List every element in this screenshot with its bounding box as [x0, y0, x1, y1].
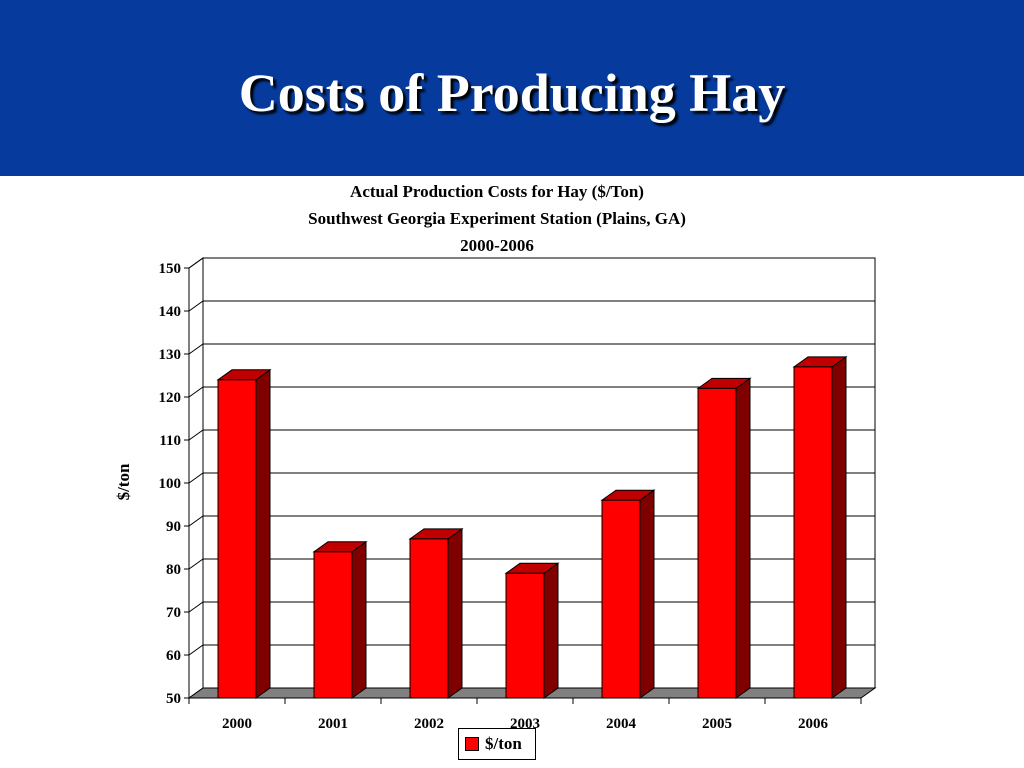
- legend-swatch: [465, 737, 479, 751]
- x-tick-label: 2002: [414, 716, 444, 732]
- y-tick-label: 90: [166, 519, 181, 535]
- chart-title-line: Actual Production Costs for Hay ($/Ton): [350, 182, 644, 201]
- slide-title: Costs of Producing Hay: [238, 63, 786, 123]
- bar-front: [697, 387, 737, 699]
- bar-side: [735, 377, 751, 699]
- gridline: [188, 343, 875, 355]
- bar: [216, 368, 272, 699]
- legend-label: $/ton: [485, 734, 522, 753]
- x-axis-ticks: 2000 2001 2002 2003 2004 2005 2006: [188, 697, 862, 732]
- x-tick-label: 2004: [606, 716, 637, 732]
- legend: $/ton: [458, 728, 536, 760]
- gridline: [188, 300, 875, 312]
- bar: [504, 562, 560, 699]
- bar-side: [255, 368, 271, 699]
- bar: [792, 355, 848, 699]
- chart-title-line: Southwest Georgia Experiment Station (Pl…: [308, 209, 686, 228]
- bar-front: [601, 499, 641, 699]
- bar-front: [793, 366, 833, 699]
- y-axis-label: $/ton: [114, 463, 133, 500]
- bar-side: [831, 355, 847, 699]
- y-tick-label: 130: [159, 347, 182, 363]
- bar-front: [505, 572, 545, 699]
- y-axis-ticks: 50 60 70 80 90 100 110 120 130 140 150: [159, 261, 190, 707]
- x-tick-label: 2001: [318, 716, 348, 732]
- bar: [312, 540, 368, 699]
- bar-side: [543, 562, 559, 699]
- gridline: [188, 429, 875, 441]
- bar-side: [639, 489, 655, 699]
- bar: [408, 527, 464, 699]
- y-tick-label: 80: [166, 562, 181, 578]
- bar-front: [313, 551, 353, 699]
- x-tick-label: 2005: [702, 716, 732, 732]
- chart-title-line: 2000-2006: [460, 236, 534, 255]
- bar: [696, 377, 752, 699]
- bars: [216, 355, 848, 699]
- bar-side: [351, 540, 367, 699]
- y-tick-label: 120: [159, 390, 182, 406]
- gridline: [188, 257, 875, 269]
- y-tick-label: 50: [166, 691, 181, 707]
- y-tick-label: 140: [159, 304, 182, 320]
- x-tick-label: 2006: [798, 716, 829, 732]
- y-tick-label: 60: [166, 648, 181, 664]
- bar-side: [447, 527, 463, 699]
- bar: [600, 489, 656, 699]
- x-tick-label: 2000: [222, 716, 252, 732]
- y-tick-label: 70: [166, 605, 181, 621]
- y-tick-label: 110: [159, 433, 181, 449]
- y-tick-label: 100: [159, 476, 182, 492]
- gridline: [188, 386, 875, 398]
- bar-front: [217, 379, 257, 699]
- y-tick-label: 150: [159, 261, 182, 277]
- bar-front: [409, 538, 449, 699]
- gridline: [188, 472, 875, 484]
- chart-title-group: Actual Production Costs for Hay ($/Ton) S…: [308, 182, 686, 255]
